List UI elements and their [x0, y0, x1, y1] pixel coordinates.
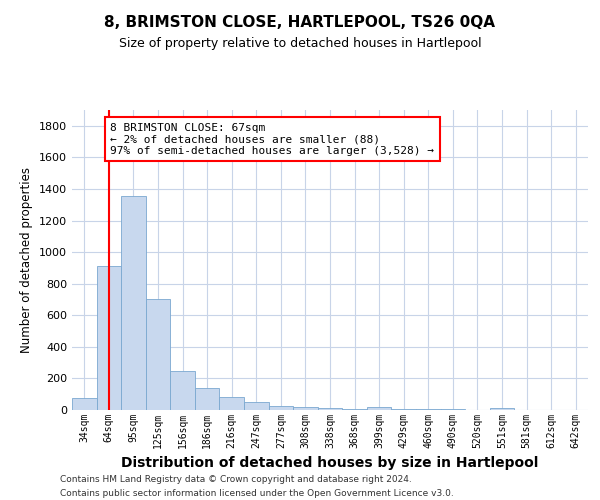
Bar	[440, 409, 465, 410]
Text: 8 BRIMSTON CLOSE: 67sqm
← 2% of detached houses are smaller (88)
97% of semi-det: 8 BRIMSTON CLOSE: 67sqm ← 2% of detached…	[110, 122, 434, 156]
Bar	[220, 398, 244, 410]
Bar	[490, 408, 514, 410]
Bar	[416, 409, 440, 410]
Text: 8, BRIMSTON CLOSE, HARTLEPOOL, TS26 0QA: 8, BRIMSTON CLOSE, HARTLEPOOL, TS26 0QA	[104, 15, 496, 30]
Bar	[244, 402, 269, 410]
Bar	[367, 407, 391, 410]
Text: Contains HM Land Registry data © Crown copyright and database right 2024.
Contai: Contains HM Land Registry data © Crown c…	[60, 476, 454, 498]
Bar	[146, 300, 170, 410]
Bar	[195, 388, 220, 410]
Y-axis label: Number of detached properties: Number of detached properties	[20, 167, 34, 353]
Bar	[391, 409, 416, 410]
X-axis label: Distribution of detached houses by size in Hartlepool: Distribution of detached houses by size …	[121, 456, 539, 470]
Bar	[293, 407, 318, 410]
Bar	[72, 398, 97, 410]
Bar	[269, 406, 293, 410]
Bar	[318, 408, 342, 410]
Bar	[97, 266, 121, 410]
Text: Size of property relative to detached houses in Hartlepool: Size of property relative to detached ho…	[119, 38, 481, 51]
Bar	[342, 409, 367, 410]
Bar	[121, 196, 146, 410]
Bar	[170, 370, 195, 410]
